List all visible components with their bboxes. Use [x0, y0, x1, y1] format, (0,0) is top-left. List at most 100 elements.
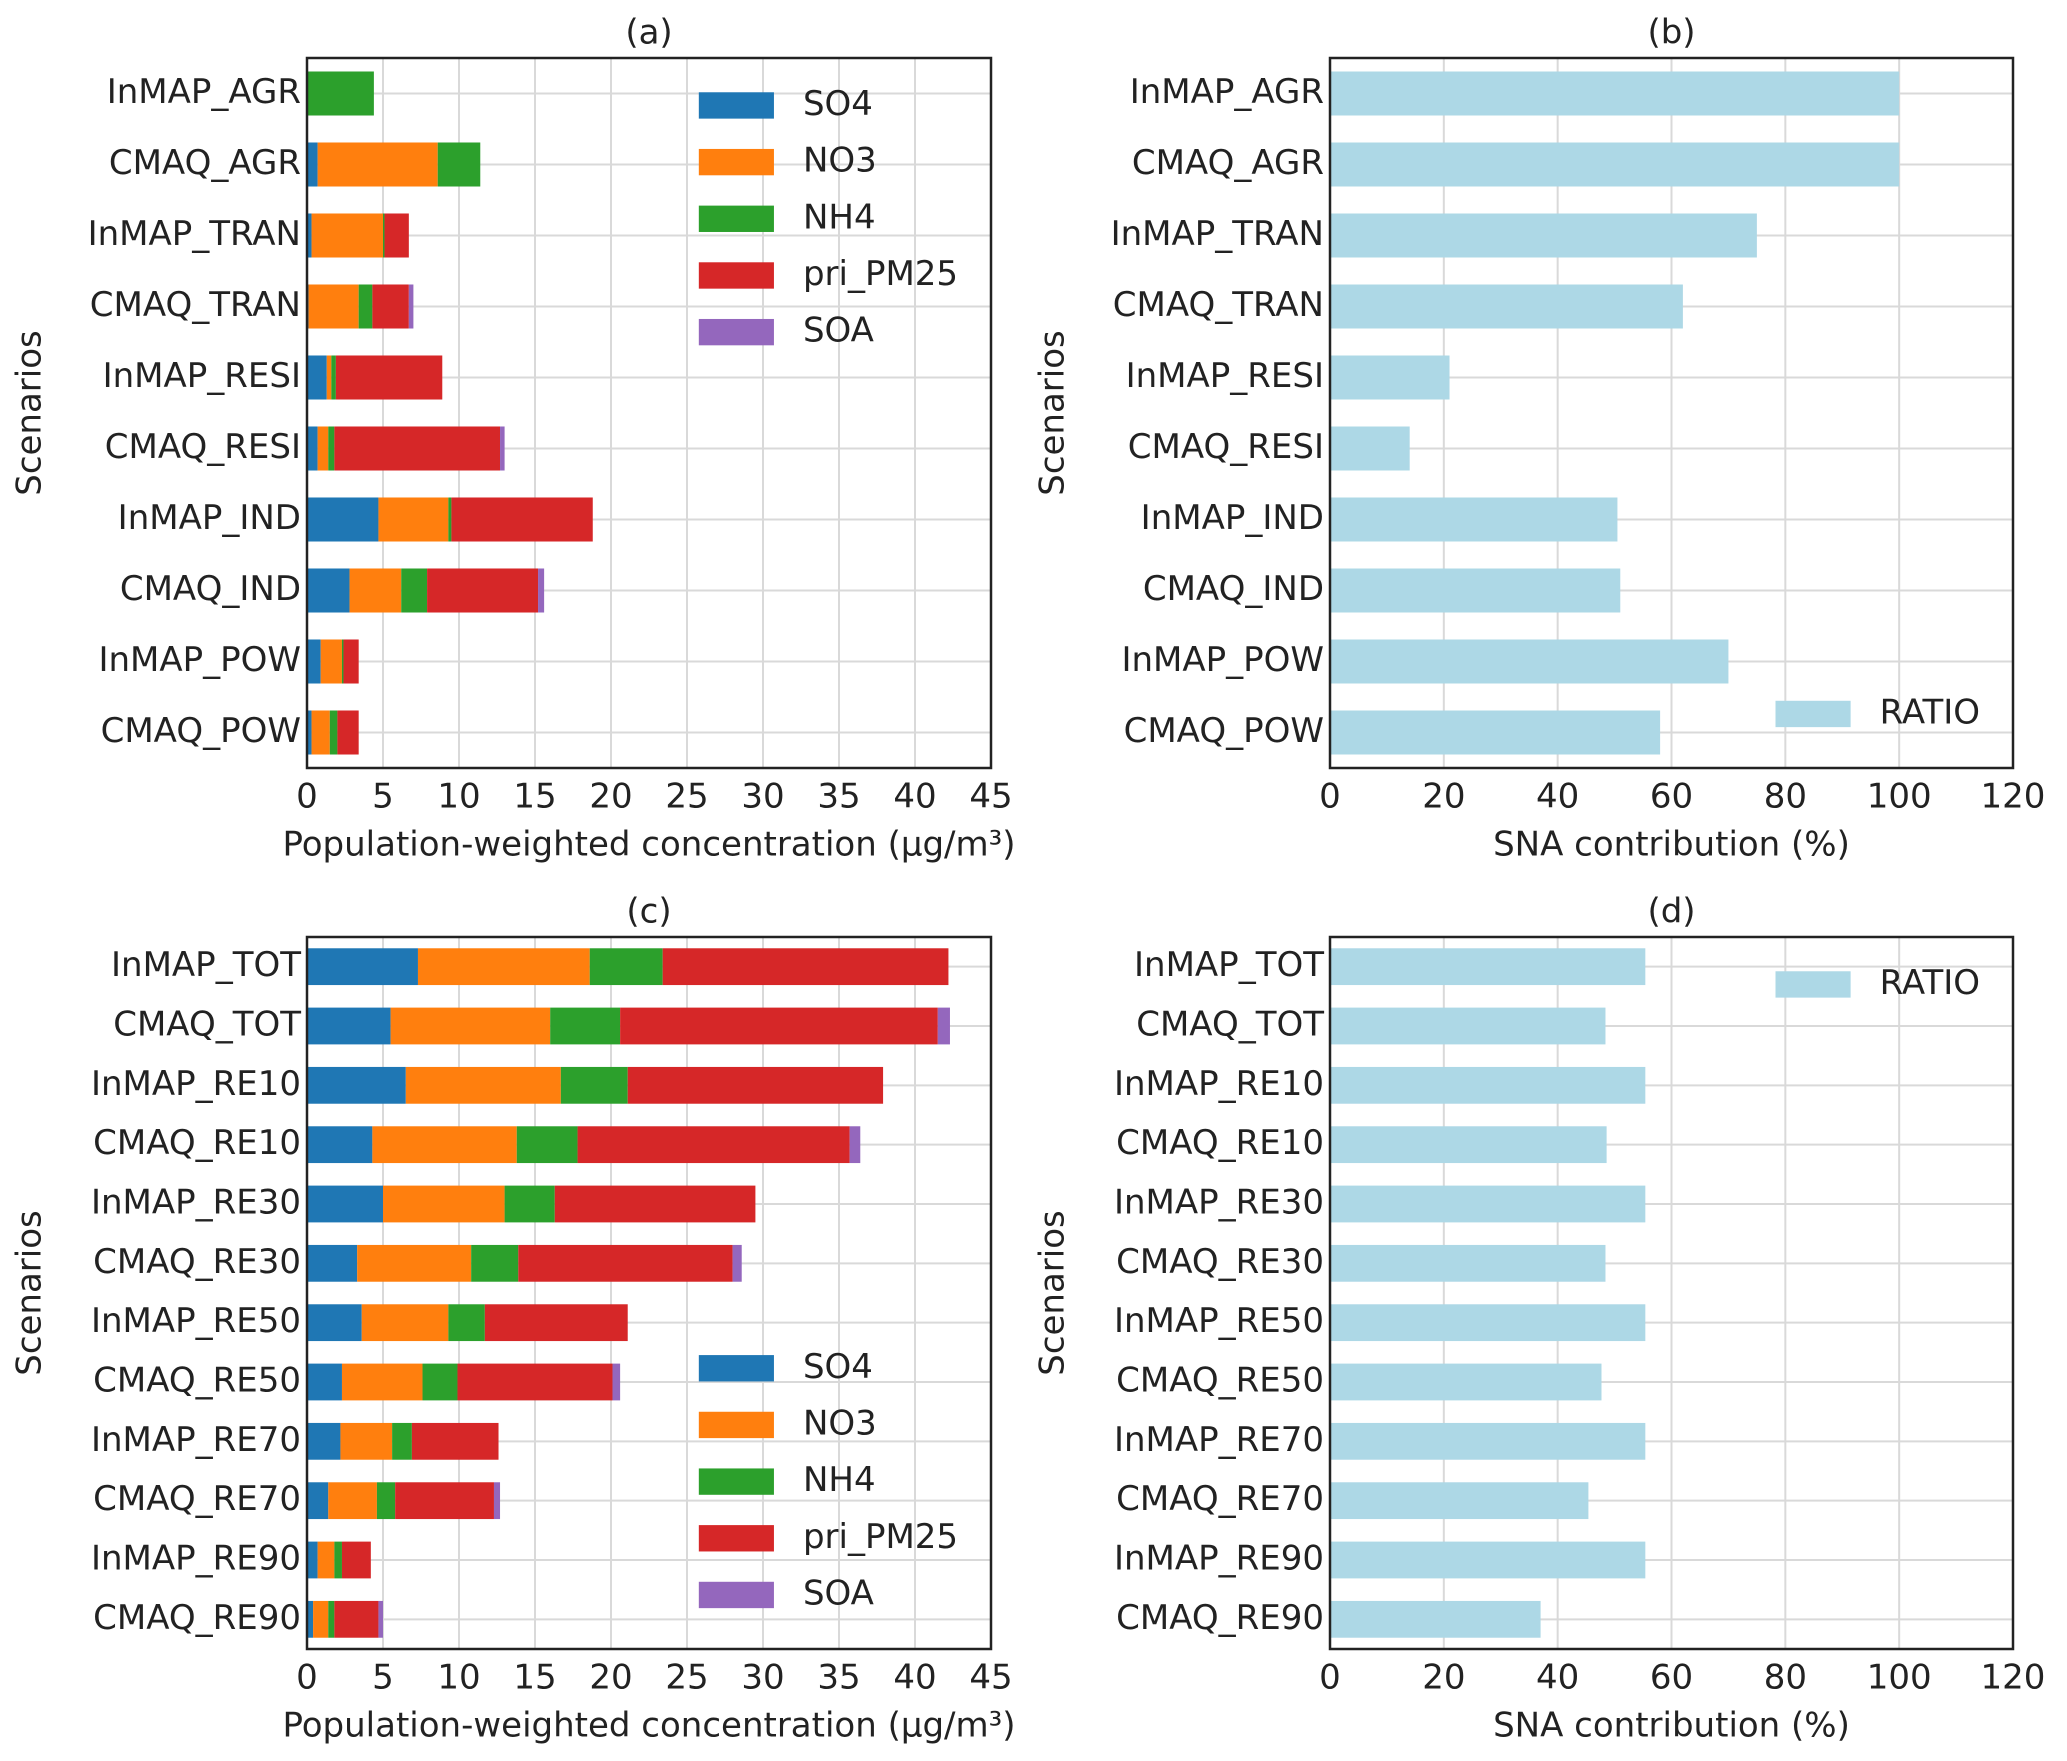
bar-segment: [411, 1422, 499, 1460]
bar-segment: [395, 1482, 494, 1520]
y-tick-label: CMAQ_IND: [1143, 569, 1324, 609]
y-tick-label: CMAQ_RE70: [1116, 1479, 1324, 1519]
bar-segment: [627, 1066, 884, 1104]
bar-segment: [1330, 355, 1450, 400]
bar-segment: [1330, 1422, 1646, 1460]
x-tick-label: 25: [665, 1658, 708, 1698]
legend-label: NH4: [803, 197, 876, 237]
y-tick-label: CMAQ_RE70: [93, 1479, 301, 1519]
y-tick-label: CMAQ_RE50: [1116, 1361, 1324, 1401]
bar-segment: [307, 1244, 358, 1282]
axes-frame: [305, 56, 993, 770]
bar-segment: [1330, 1482, 1589, 1520]
bar-segment: [384, 213, 409, 258]
bar-segment: [341, 639, 344, 684]
x-tick-label: 5: [372, 777, 394, 817]
bar-segment: [317, 1541, 335, 1579]
bar-segment: [378, 1600, 383, 1638]
bar-segment: [1330, 1600, 1541, 1638]
bar-segment: [1330, 1126, 1607, 1164]
subplot: 0 5 10 15 20 25 30 35 40 45 InMAP_TOT CMAQ_TOT InMAP…: [10, 892, 1016, 1746]
bar-segment: [1330, 1541, 1646, 1579]
bar-segment: [849, 1126, 861, 1164]
axes-frame: [1328, 935, 2015, 1651]
legend-swatch: [698, 1355, 774, 1382]
x-tick-label: 25: [665, 777, 708, 817]
bar-segment: [560, 1066, 628, 1104]
bar-segment: [307, 639, 321, 684]
bar-segment: [307, 426, 318, 471]
legend-label: SO4: [803, 84, 873, 124]
bar-segment: [358, 284, 373, 329]
bar-segment: [1330, 1244, 1606, 1282]
bar-segment: [307, 1422, 341, 1460]
bar-segment: [307, 71, 374, 116]
legend: SO4 NO3 NH4 pri_PM25 SOA: [698, 84, 958, 351]
bar-segment: [378, 497, 449, 542]
bar-segment: [307, 497, 379, 542]
y-tick-label: InMAP_POW: [98, 640, 301, 680]
bar-segment: [457, 1363, 613, 1401]
bar-segment: [326, 355, 332, 400]
bar-segment: [550, 1007, 621, 1045]
legend-label: pri_PM25: [803, 1517, 958, 1557]
bar-segment: [307, 568, 350, 613]
bar-segment: [538, 568, 545, 613]
y-tick-label: InMAP_RE70: [1114, 1420, 1324, 1460]
x-tick-label: 40: [1536, 1658, 1579, 1698]
y-tick-label: CMAQ_RESI: [1128, 427, 1324, 467]
legend-label: NO3: [803, 1403, 877, 1443]
bar-segment: [335, 355, 443, 400]
x-tick-label: 10: [437, 777, 480, 817]
x-tick-label: 20: [589, 777, 632, 817]
bar-segment: [328, 1600, 335, 1638]
bar-segment: [341, 1541, 371, 1579]
y-tick-label: InMAP_TOT: [1134, 945, 1324, 985]
bar-segment: [390, 1007, 551, 1045]
y-tick-label: InMAP_RESI: [103, 356, 301, 396]
x-tick-label: 120: [1981, 777, 2046, 817]
bar-segment: [1330, 1304, 1646, 1342]
x-tick-label: 60: [1650, 777, 1693, 817]
bar-segment: [317, 142, 438, 187]
bar-segment: [307, 142, 318, 187]
bar-segment: [471, 1244, 519, 1282]
bar-segment: [307, 355, 327, 400]
bar-segment: [1330, 497, 1618, 542]
bar-segment: [307, 948, 418, 986]
subplot: 0 20 40 60 80 100 120 InMAP_TOT CMAQ_TOT InMAP_RE…: [1033, 892, 2046, 1746]
x-tick-label: 40: [1536, 777, 1579, 817]
bar-segment: [308, 284, 359, 329]
y-tick-label: CMAQ_RE10: [1116, 1123, 1324, 1163]
bar-segment: [437, 142, 481, 187]
bar-segment: [451, 497, 593, 542]
y-tick-label: InMAP_RE10: [1114, 1064, 1324, 1104]
legend: RATIO: [1775, 963, 1980, 1003]
bar-segment: [732, 1244, 742, 1282]
bar-segment: [589, 948, 663, 986]
bar-segment: [307, 1185, 383, 1223]
y-tick-label: CMAQ_AGR: [1132, 143, 1324, 183]
x-tick-label: 30: [741, 1658, 784, 1698]
x-tick-label: 45: [969, 1658, 1012, 1698]
bar-segment: [311, 710, 330, 755]
bar-segment: [307, 710, 312, 755]
bar-segment: [554, 1185, 756, 1223]
bar-segment: [1330, 213, 1757, 258]
bar-segment: [337, 710, 359, 755]
bar-segment: [662, 948, 949, 986]
y-tick-label: CMAQ_POW: [101, 711, 301, 751]
y-tick-label: InMAP_RESI: [1126, 356, 1324, 396]
bar-segment: [372, 1126, 517, 1164]
bar-segment: [392, 1422, 412, 1460]
bar-segment: [357, 1244, 472, 1282]
y-tick-label: CMAQ_RE90: [93, 1598, 301, 1638]
legend-label: pri_PM25: [803, 254, 958, 294]
bar-segment: [1330, 284, 1683, 329]
x-axis-label: Population-weighted concentration (μg/m³…: [282, 825, 1015, 865]
y-tick-label: CMAQ_RE30: [1116, 1242, 1324, 1282]
x-axis-label: Population-weighted concentration (μg/m³…: [282, 1706, 1015, 1746]
bar-segment: [1330, 639, 1729, 684]
bar-segment: [401, 568, 428, 613]
y-tick-label: InMAP_RE90: [91, 1539, 301, 1579]
